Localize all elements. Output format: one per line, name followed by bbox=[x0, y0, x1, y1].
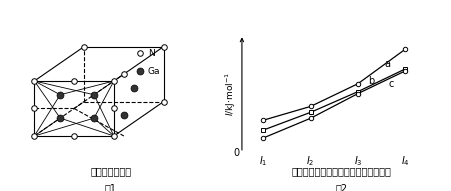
Text: 氮化镓晶体结构: 氮化镓晶体结构 bbox=[90, 166, 131, 176]
Text: c: c bbox=[388, 79, 393, 89]
Text: 图2: 图2 bbox=[335, 183, 346, 191]
Text: 碳、硅和磷元素的四级电离能变化趋势: 碳、硅和磷元素的四级电离能变化趋势 bbox=[291, 166, 390, 176]
Text: b: b bbox=[368, 76, 374, 86]
Text: a: a bbox=[383, 59, 389, 70]
Text: Ga: Ga bbox=[147, 67, 160, 76]
Text: N: N bbox=[147, 49, 154, 58]
Text: 图1: 图1 bbox=[105, 183, 116, 191]
Text: 0: 0 bbox=[233, 148, 239, 158]
Y-axis label: $I$/kJ$\cdot$mol$^{-1}$: $I$/kJ$\cdot$mol$^{-1}$ bbox=[223, 72, 238, 116]
